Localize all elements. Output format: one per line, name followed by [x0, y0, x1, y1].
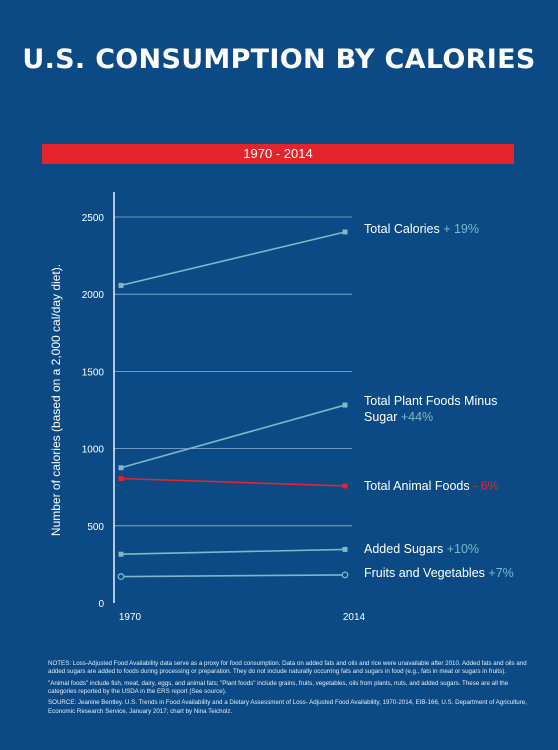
- note-data: NOTES: Loss-Adjusted Food Availability d…: [48, 660, 527, 676]
- point-total-plant-foods-minus-sugar-1970: [118, 465, 124, 471]
- series-line-added-sugars: [120, 548, 346, 556]
- y-tick-label-0: 0: [98, 599, 104, 610]
- series-label-word: Sugar: [364, 410, 397, 424]
- series-name-added-sugars: Added Sugars: [364, 542, 443, 556]
- series-line-total-calories: [120, 231, 346, 287]
- series-line-total-plant-foods-minus-sugar: [120, 404, 346, 469]
- y-tick-label-500: 500: [87, 522, 104, 533]
- point-added-sugars-2014: [342, 546, 348, 552]
- series-label-fruits-and-vegetables: Fruits and Vegetables +7%: [364, 566, 514, 580]
- chart-title: U.S. CONSUMPTION BY CALORIES: [22, 44, 536, 75]
- series-line-total-animal-foods: [120, 477, 346, 487]
- y-tick-label-1500: 1500: [82, 367, 105, 378]
- line-chart: 0 500 1000 1500 2000 2500 1970 2014 Number of ca…: [49, 192, 514, 623]
- point-fruits-and-vegetables-2014: [341, 571, 349, 579]
- x-tick-label-1970: 1970: [119, 612, 142, 623]
- series-name-fruits-and-vegetables: Fruits and Vegetables: [364, 566, 485, 580]
- series-change-added-sugars: +10%: [443, 542, 479, 556]
- point-total-calories-1970: [118, 282, 124, 288]
- y-axis-label: Number of calories (based on a 2,000 cal…: [49, 264, 63, 536]
- note-source: SOURCE: Jeanine Bentley. U.S. Trends in …: [48, 699, 527, 715]
- series-name-total-animal-foods: Total Animal Foods: [364, 479, 470, 493]
- y-tick-label-1000: 1000: [82, 445, 105, 456]
- series-change-total-plant-foods-minus-sugar: +44%: [397, 410, 433, 424]
- series-label-total-plant-foods-minus-sugar-line2: Sugar +44%: [364, 410, 433, 424]
- date-range-banner: 1970 - 2014: [42, 144, 514, 164]
- point-added-sugars-1970: [118, 551, 124, 557]
- footnotes: NOTES: Loss-Adjusted Food Availability d…: [48, 660, 528, 719]
- series-change-total-animal-foods: - 6%: [470, 479, 499, 493]
- point-total-plant-foods-minus-sugar-2014: [342, 402, 348, 408]
- note-definitions: "Animal foods" include fish, meat, dairy…: [48, 679, 509, 696]
- series-label-total-animal-foods: Total Animal Foods - 6%: [364, 479, 499, 493]
- series-change-total-calories: + 19%: [440, 222, 479, 236]
- series-label-total-plant-foods-minus-sugar-line1: Total Plant Foods Minus: [364, 394, 497, 408]
- y-tick-label-2000: 2000: [82, 290, 105, 301]
- series-change-fruits-and-vegetables: +7%: [485, 566, 514, 580]
- y-tick-label-2500: 2500: [82, 213, 105, 224]
- series-label-added-sugars: Added Sugars +10%: [364, 542, 479, 556]
- point-total-animal-foods-1970: [118, 476, 124, 482]
- x-tick-label-2014: 2014: [343, 612, 366, 623]
- point-fruits-and-vegetables-1970: [117, 573, 125, 581]
- point-total-animal-foods-2014: [342, 483, 348, 489]
- series-line-fruits-and-vegetables: [120, 574, 346, 578]
- series-label-total-calories: Total Calories + 19%: [364, 222, 479, 236]
- series-name-total-calories: Total Calories: [364, 222, 440, 236]
- point-total-calories-2014: [342, 229, 348, 235]
